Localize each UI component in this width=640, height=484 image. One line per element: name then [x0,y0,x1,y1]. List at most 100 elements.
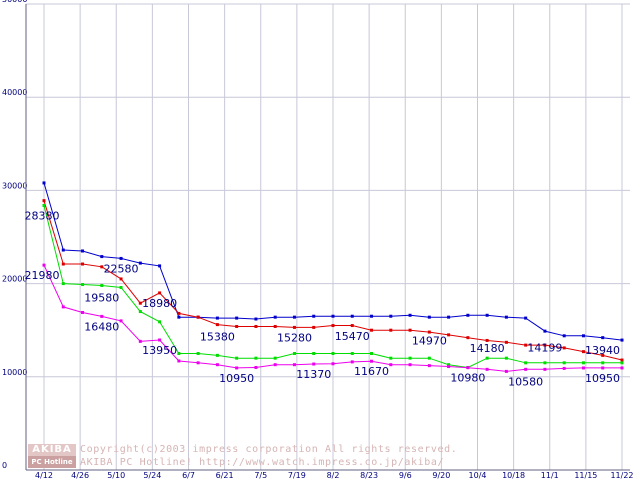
series-point [370,359,374,363]
series-point [601,361,605,365]
series-point [138,339,142,343]
series-point [273,324,277,328]
series-point [620,361,624,365]
series-point [350,352,354,355]
series-point [389,328,393,332]
series-point [427,330,431,334]
series-point [350,324,354,328]
series-point [42,199,46,203]
data-label: 11670 [354,365,389,378]
x-tick-label: 11/1 [541,471,559,480]
series-point [81,283,85,287]
series-point [466,313,470,317]
series-point [61,262,65,266]
series-point [292,352,296,355]
series-point [254,356,258,360]
series-point [215,353,219,357]
series-point [601,336,605,340]
series-point [562,366,566,370]
data-label: 10950 [219,372,254,385]
series-point [61,282,65,286]
series-point [524,361,528,365]
series-point [504,356,508,360]
x-tick-label: 7/5 [254,471,267,480]
series-point [81,310,85,314]
series-point [196,361,200,365]
x-tick-label: 8/23 [360,471,378,480]
series-point [504,340,508,344]
series-point [119,286,123,290]
series-point [235,356,239,360]
series-point [427,364,431,368]
series-point [485,313,489,317]
series-point [100,265,104,269]
x-tick-label: 11/15 [574,471,597,480]
series-point [447,365,451,369]
y-tick-label: 0 [2,461,7,470]
series-point [485,338,489,342]
series-point [408,328,412,332]
x-tick-label: 9/20 [432,471,450,480]
data-label: 15280 [277,332,312,345]
series-point [620,338,624,342]
logo-top-text: AKIBA [28,444,76,456]
series-point [331,314,335,318]
data-label: 11370 [296,368,331,381]
series-point [158,264,162,268]
series-point [427,356,431,360]
data-label: 13940 [585,344,620,357]
series-point [81,262,85,266]
series-point [620,366,624,370]
series-point [138,310,142,314]
data-label: 10580 [508,375,543,388]
series-point [408,363,412,367]
x-tick-label: 4/12 [35,471,53,480]
series-point [292,315,296,319]
x-tick-label: 6/7 [182,471,195,480]
series-point [447,363,451,367]
data-label: 14199 [527,342,562,355]
series-point [562,346,566,350]
series-point [331,362,335,366]
data-label: 19580 [84,292,119,305]
series-point [581,350,585,354]
series-point [158,320,162,324]
series-point [177,359,181,363]
series-point [273,356,277,360]
series-point [524,316,528,320]
x-tick-label: 10/4 [469,471,487,480]
series-point [158,291,162,295]
series-point [543,361,547,365]
series-point [389,314,393,318]
series-point [273,315,277,319]
series-point [138,261,142,265]
data-label: 22580 [104,262,139,275]
plot-background [26,4,630,470]
series-point [235,316,239,320]
series-point [254,317,258,321]
y-tick-label: 20000 [2,275,27,284]
x-tick-label: 4/26 [71,471,89,480]
series-point [524,367,528,371]
series-point [408,313,412,317]
series-point [158,338,162,342]
series-point [447,333,451,337]
series-point [601,366,605,370]
series-point [581,334,585,338]
series-point [370,328,374,332]
series-point [215,363,219,367]
y-tick-label: 40000 [2,88,27,97]
series-point [543,329,547,333]
series-point [61,248,65,252]
series-point [119,277,123,281]
series-point [196,315,200,319]
series-point [485,356,489,360]
data-label: 18980 [142,297,177,310]
series-point [408,356,412,360]
data-label: 14180 [470,342,505,355]
data-label: 10980 [450,372,485,385]
series-point [312,352,316,355]
series-point [466,366,470,370]
